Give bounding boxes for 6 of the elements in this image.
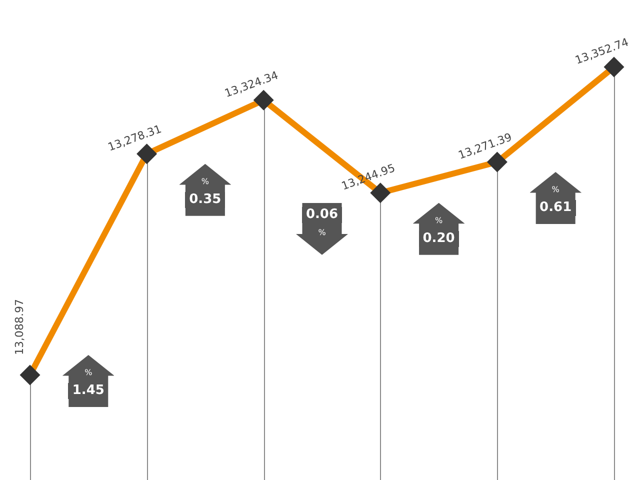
annotation: % 0.20 (422, 214, 456, 247)
annotation: % 0.35 (188, 176, 222, 208)
annotation: % 0.06 (304, 206, 340, 239)
data-label: 13,088.97 (12, 299, 26, 355)
annotation: % 0.61 (538, 184, 573, 216)
annotation: % 1.45 (71, 367, 106, 399)
